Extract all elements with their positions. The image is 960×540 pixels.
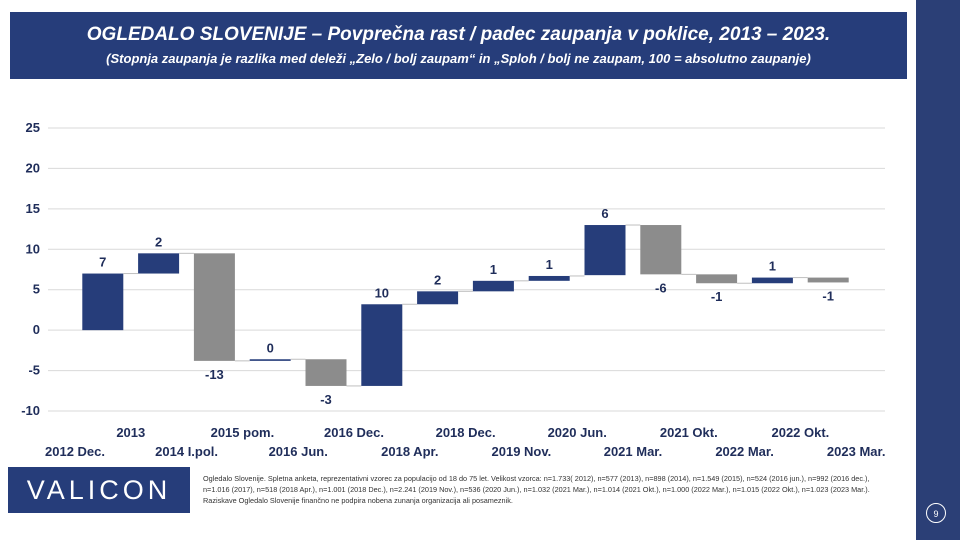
x-category-label: 2015 pom.	[211, 425, 275, 440]
bar-value-label: 1	[769, 259, 776, 274]
bar-value-label: 7	[99, 255, 106, 270]
bar-value-label: -13	[205, 367, 224, 382]
x-category-label: 2014 I.pol.	[155, 444, 218, 459]
bar-value-label: 0	[267, 340, 274, 355]
slide-title: OGLEDALO SLOVENIJE – Povprečna rast / pa…	[86, 24, 831, 45]
y-tick-label: -10	[21, 403, 40, 418]
y-tick-label: 10	[26, 241, 40, 256]
bar-value-label: 6	[601, 206, 608, 221]
x-category-label: 2019 Nov.	[492, 444, 552, 459]
waterfall-bar	[696, 274, 738, 284]
bar-value-label: 10	[375, 285, 389, 300]
slide-subtitle: (Stopnja zaupanja je razlika med deleži …	[106, 51, 811, 66]
x-category-label: 2012 Dec.	[45, 444, 105, 459]
waterfall-bar	[193, 253, 235, 361]
bar-value-label: 2	[434, 272, 441, 287]
side-bar	[916, 0, 960, 540]
bar-value-label: -1	[711, 289, 723, 304]
bar-value-label: -1	[822, 288, 834, 303]
y-tick-label: 15	[26, 201, 40, 216]
y-tick-label: 0	[33, 322, 40, 337]
x-category-label: 2023 Mar.	[827, 444, 886, 459]
y-tick-label: 5	[33, 282, 40, 297]
bar-value-label: -6	[655, 280, 667, 295]
y-tick-label: 25	[26, 120, 40, 135]
page-number: 9	[926, 503, 946, 523]
x-category-label: 2022 Okt.	[771, 425, 829, 440]
waterfall-bar	[528, 275, 570, 281]
x-category-label: 2018 Apr.	[381, 444, 438, 459]
bar-value-label: 2	[155, 234, 162, 249]
x-category-label: 2022 Mar.	[715, 444, 774, 459]
bar-value-label: 1	[546, 257, 553, 272]
bar-value-label: -3	[320, 392, 332, 407]
x-category-label: 2018 Dec.	[436, 425, 496, 440]
waterfall-bar	[361, 304, 403, 386]
waterfall-bar	[249, 359, 291, 361]
x-category-label: 2021 Mar.	[604, 444, 663, 459]
waterfall-bar	[417, 291, 459, 305]
waterfall-bar	[472, 280, 514, 292]
valicon-logo: VALICON	[8, 467, 190, 513]
waterfall-bar	[305, 359, 347, 386]
waterfall-bar	[138, 253, 180, 274]
waterfall-bar	[640, 225, 682, 275]
y-tick-label: -5	[28, 363, 40, 378]
x-category-label: 2013	[116, 425, 145, 440]
x-category-label: 2021 Okt.	[660, 425, 718, 440]
waterfall-bar	[584, 225, 626, 276]
slide-header: OGLEDALO SLOVENIJE – Povprečna rast / pa…	[10, 12, 907, 79]
waterfall-bar	[82, 273, 124, 331]
waterfall-bar	[807, 277, 849, 283]
x-category-label: 2016 Dec.	[324, 425, 384, 440]
x-category-label: 2020 Jun.	[548, 425, 607, 440]
y-tick-label: 20	[26, 160, 40, 175]
x-category-label: 2016 Jun.	[269, 444, 328, 459]
footnote-text: Ogledalo Slovenije. Spletna anketa, repr…	[203, 474, 870, 505]
waterfall-bar	[751, 277, 793, 284]
bar-value-label: 1	[490, 262, 497, 277]
